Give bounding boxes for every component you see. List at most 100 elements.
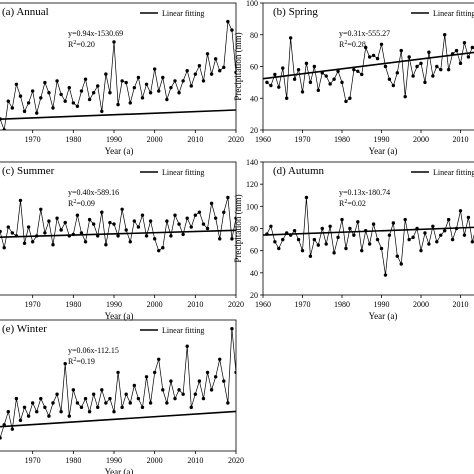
panel-5: 1970 1980 1990 2000 2010 2020 Year (a) (e) Wint… bbox=[0, 319, 244, 474]
data-point bbox=[39, 96, 43, 100]
data-point bbox=[269, 83, 273, 88]
data-point bbox=[2, 128, 6, 130]
data-point bbox=[87, 410, 92, 414]
data-point bbox=[104, 72, 108, 76]
y-tick-label: 40 bbox=[250, 94, 258, 103]
data-point bbox=[83, 240, 88, 244]
data-point bbox=[169, 234, 173, 238]
data-point bbox=[300, 248, 305, 253]
data-point bbox=[411, 74, 415, 78]
x-tick-label: 2000 bbox=[413, 300, 429, 309]
x-axis-title: Year (a) bbox=[105, 467, 134, 474]
x-tick-label: 2010 bbox=[187, 300, 203, 309]
data-point bbox=[71, 232, 76, 237]
data-point bbox=[124, 392, 128, 396]
x-tick-label: 2020 bbox=[228, 135, 244, 144]
data-point bbox=[466, 215, 471, 220]
data-point bbox=[177, 388, 181, 392]
data-point bbox=[407, 55, 411, 59]
data-point bbox=[6, 225, 10, 229]
data-point bbox=[22, 241, 27, 245]
data-point bbox=[157, 357, 161, 361]
data-point bbox=[128, 240, 132, 244]
trend-equation: y=0.40x-589.16 bbox=[68, 188, 119, 197]
plot-layer bbox=[0, 19, 236, 130]
data-point bbox=[35, 410, 39, 414]
x-tick-label: 1990 bbox=[106, 300, 122, 309]
data-point bbox=[391, 221, 396, 225]
x-tick-label: 1960 bbox=[255, 300, 271, 309]
data-point bbox=[201, 79, 206, 83]
data-point bbox=[450, 52, 455, 56]
data-point bbox=[75, 213, 80, 217]
data-point bbox=[10, 106, 15, 110]
x-tick-label: 1970 bbox=[295, 135, 311, 144]
data-point bbox=[6, 410, 10, 414]
data-point bbox=[96, 234, 100, 238]
data-point bbox=[431, 224, 435, 228]
data-point bbox=[91, 222, 96, 226]
data-point bbox=[185, 69, 189, 73]
data-point bbox=[387, 77, 392, 81]
x-tick-label: 2010 bbox=[453, 135, 469, 144]
data-point bbox=[308, 254, 313, 258]
x-tick-label: 2010 bbox=[453, 300, 469, 309]
data-point bbox=[43, 80, 47, 85]
data-point bbox=[104, 401, 108, 405]
r-squared: R2=0.02 bbox=[339, 199, 366, 208]
data-point bbox=[181, 232, 185, 237]
data-point bbox=[296, 237, 301, 242]
y-tick-label: 20 bbox=[250, 291, 258, 300]
data-point bbox=[395, 254, 399, 258]
data-point bbox=[67, 85, 71, 90]
data-point bbox=[218, 69, 222, 73]
data-point bbox=[415, 226, 419, 231]
data-point bbox=[197, 210, 202, 214]
data-point bbox=[218, 357, 222, 361]
data-point bbox=[173, 396, 177, 401]
data-point bbox=[181, 392, 185, 396]
data-point bbox=[419, 61, 423, 66]
data-point bbox=[59, 228, 63, 232]
data-point bbox=[96, 405, 100, 410]
data-point bbox=[304, 61, 309, 66]
data-point bbox=[269, 224, 273, 228]
x-tick-label: 2020 bbox=[228, 456, 244, 465]
data-point bbox=[435, 240, 439, 244]
data-point bbox=[230, 237, 234, 241]
data-point bbox=[59, 92, 63, 97]
data-point bbox=[152, 237, 157, 241]
data-point bbox=[348, 96, 352, 100]
data-point bbox=[75, 401, 80, 405]
y-tick-label: 120 bbox=[246, 180, 258, 189]
data-point bbox=[364, 229, 368, 233]
data-point bbox=[470, 45, 474, 50]
plot-layer bbox=[0, 195, 236, 253]
x-tick-label: 1970 bbox=[25, 135, 41, 144]
data-point bbox=[189, 225, 193, 229]
data-point bbox=[446, 217, 451, 222]
data-point bbox=[83, 77, 88, 81]
data-point bbox=[96, 84, 100, 88]
data-point bbox=[285, 231, 289, 235]
data-point bbox=[371, 53, 376, 58]
data-point bbox=[140, 213, 145, 217]
data-point bbox=[161, 388, 165, 392]
data-point bbox=[336, 69, 340, 73]
data-point bbox=[205, 226, 210, 231]
panel-4: 1960 1970 1980 1990 2000 2010 20 40 60 80 100 120 14… bbox=[233, 158, 474, 321]
data-point bbox=[367, 242, 372, 246]
trend-equation: y=0.94x-1530.69 bbox=[68, 29, 123, 38]
data-point bbox=[79, 405, 84, 410]
data-point bbox=[379, 42, 384, 46]
data-point bbox=[230, 28, 234, 32]
data-point bbox=[193, 392, 198, 396]
data-point bbox=[18, 418, 23, 423]
data-point bbox=[340, 217, 344, 222]
data-point bbox=[320, 226, 324, 231]
data-point bbox=[132, 383, 137, 388]
data-point bbox=[79, 89, 84, 93]
r-squared: R2=0.20 bbox=[68, 40, 95, 49]
data-point bbox=[35, 234, 39, 238]
data-point bbox=[427, 50, 431, 54]
